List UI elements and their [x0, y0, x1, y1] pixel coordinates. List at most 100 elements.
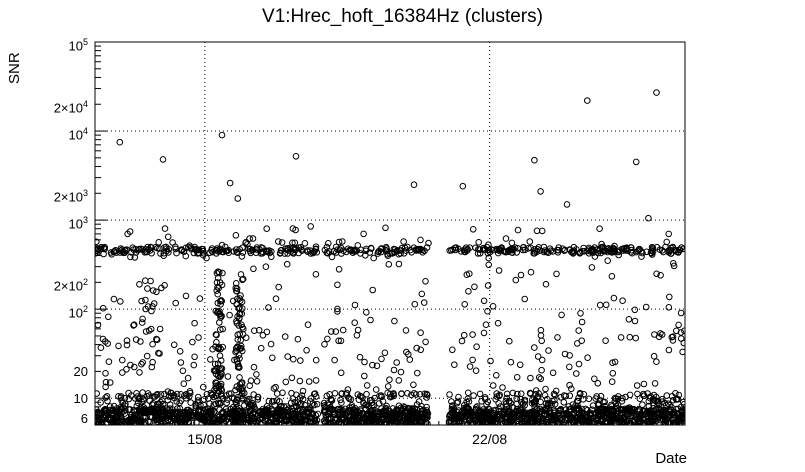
data-point: [139, 359, 146, 366]
data-point: [324, 400, 332, 407]
data-point: [339, 416, 347, 424]
data-point: [142, 305, 149, 313]
data-point: [484, 307, 491, 315]
data-point: [323, 243, 331, 251]
data-point: [170, 341, 178, 349]
data-point: [516, 416, 523, 423]
data-point: [177, 397, 185, 404]
data-point: [585, 395, 593, 403]
data-point: [497, 403, 504, 410]
data-point: [424, 411, 431, 419]
data-point: [236, 314, 243, 322]
data-point: [489, 303, 497, 310]
data-point: [95, 247, 100, 255]
data-point: [234, 336, 242, 343]
data-point: [554, 419, 562, 425]
data-point: [331, 356, 338, 364]
data-point: [478, 398, 485, 405]
data-point: [351, 319, 359, 327]
data-point: [169, 239, 176, 246]
data-point: [283, 260, 291, 268]
data-point: [200, 401, 207, 409]
data-point: [282, 415, 290, 423]
data-point: [138, 297, 145, 305]
data-point: [402, 247, 410, 254]
data-point: [636, 395, 644, 403]
data-point: [378, 405, 385, 412]
data-point: [242, 239, 249, 247]
data-point: [676, 246, 684, 254]
data-point: [573, 370, 580, 377]
data-point: [363, 382, 371, 389]
data-point: [275, 283, 283, 291]
data-point: [549, 397, 556, 405]
data-point: [638, 411, 646, 419]
data-point: [658, 398, 666, 406]
data-point: [487, 246, 495, 253]
data-point: [644, 418, 652, 425]
data-point: [224, 373, 232, 380]
data-point: [267, 340, 275, 348]
data-point: [652, 397, 660, 405]
data-point: [237, 342, 245, 350]
data-point: [131, 254, 139, 261]
data-point: [291, 414, 298, 421]
data-point: [132, 336, 140, 343]
data-point: [116, 138, 124, 146]
data-point: [533, 248, 541, 255]
data-point: [538, 366, 545, 374]
data-point: [533, 405, 541, 412]
data-point: [114, 409, 121, 416]
data-point: [131, 363, 138, 371]
data-point: [395, 260, 403, 268]
data-point: [281, 417, 288, 425]
data-point: [304, 321, 312, 329]
data-point: [246, 247, 254, 255]
data-point: [405, 351, 412, 358]
data-point: [212, 331, 220, 338]
data-point: [337, 369, 345, 377]
data-point: [462, 244, 470, 251]
data-point: [138, 418, 145, 425]
data-point: [664, 400, 672, 408]
data-point: [537, 375, 545, 383]
data-point: [123, 341, 131, 349]
data-point: [173, 249, 180, 257]
data-point: [102, 383, 109, 391]
data-point: [418, 402, 425, 410]
data-point: [257, 420, 264, 425]
data-point: [467, 420, 474, 425]
data-point: [312, 356, 320, 364]
data-point: [239, 384, 246, 391]
data-point: [250, 363, 258, 371]
data-point: [321, 408, 328, 416]
data-point: [271, 401, 278, 409]
data-point: [569, 250, 577, 257]
data-point: [602, 418, 609, 425]
data-point: [487, 357, 494, 365]
data-point: [582, 405, 590, 413]
data-point: [495, 267, 503, 274]
data-point: [178, 247, 185, 254]
data-point: [137, 404, 144, 412]
data-point: [447, 417, 454, 425]
data-point: [288, 374, 296, 382]
data-point: [155, 239, 162, 246]
data-point: [164, 233, 172, 241]
data-point: [608, 417, 615, 425]
data-point: [539, 420, 547, 425]
data-point: [103, 393, 111, 400]
data-point: [143, 352, 151, 360]
data-point: [382, 224, 389, 232]
data-point: [538, 356, 546, 364]
data-point: [216, 245, 224, 253]
data-point: [449, 346, 456, 354]
data-point: [253, 244, 261, 251]
data-point: [602, 411, 610, 419]
data-point: [650, 391, 658, 399]
data-point: [218, 387, 226, 394]
data-point: [669, 333, 677, 341]
data-point: [102, 370, 109, 377]
data-point: [154, 390, 161, 398]
data-point: [466, 270, 473, 278]
